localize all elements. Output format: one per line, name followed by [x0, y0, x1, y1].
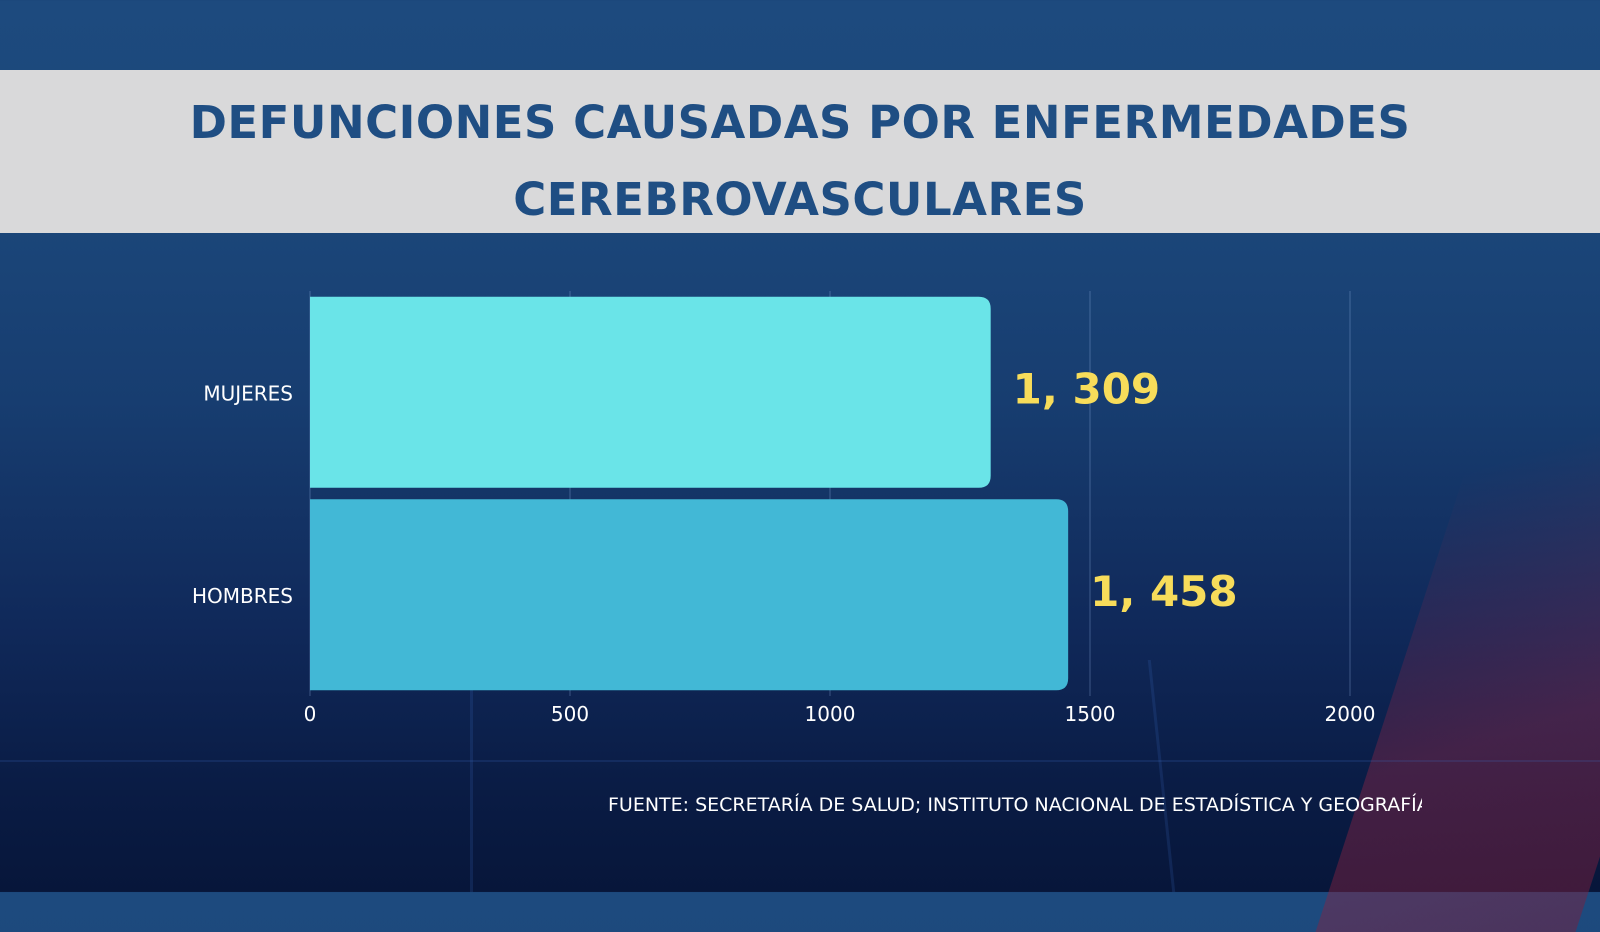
bar-mujeres: [310, 296, 991, 488]
title-band: [0, 70, 1600, 233]
category-labels: MUJERES HOMBRES: [192, 381, 293, 608]
x-axis-ticks: 0 500 1000 1500 2000: [304, 702, 1376, 726]
bar-hombres: [310, 499, 1069, 691]
category-label: MUJERES: [203, 381, 293, 405]
x-tick-label: 1000: [805, 702, 856, 726]
x-tick-label: 1500: [1065, 702, 1116, 726]
data-label: 1, 458: [1090, 567, 1237, 616]
x-tick-label: 500: [551, 702, 589, 726]
chart-title: DEFUNCIONES CAUSADAS POR ENFERMEDADES CE…: [0, 84, 1600, 238]
x-tick-label: 2000: [1325, 702, 1376, 726]
value-labels: 1, 309 1, 458: [1013, 364, 1238, 616]
bar-chart: MUJERES HOMBRES 1, 309 1, 458 0 500 1000 1500…: [192, 291, 1376, 726]
chart-bars: [310, 296, 1069, 691]
x-tick-label: 0: [304, 702, 317, 726]
source-note: FUENTE: SECRETARÍA DE SALUD; INSTITUTO N…: [608, 794, 1422, 816]
chart-title-line-2: CEREBROVASCULARES: [513, 173, 1087, 226]
chart-title-line-1: DEFUNCIONES CAUSADAS POR ENFERMEDADES: [189, 96, 1411, 149]
category-label: HOMBRES: [192, 584, 293, 608]
data-label: 1, 309: [1013, 364, 1160, 413]
